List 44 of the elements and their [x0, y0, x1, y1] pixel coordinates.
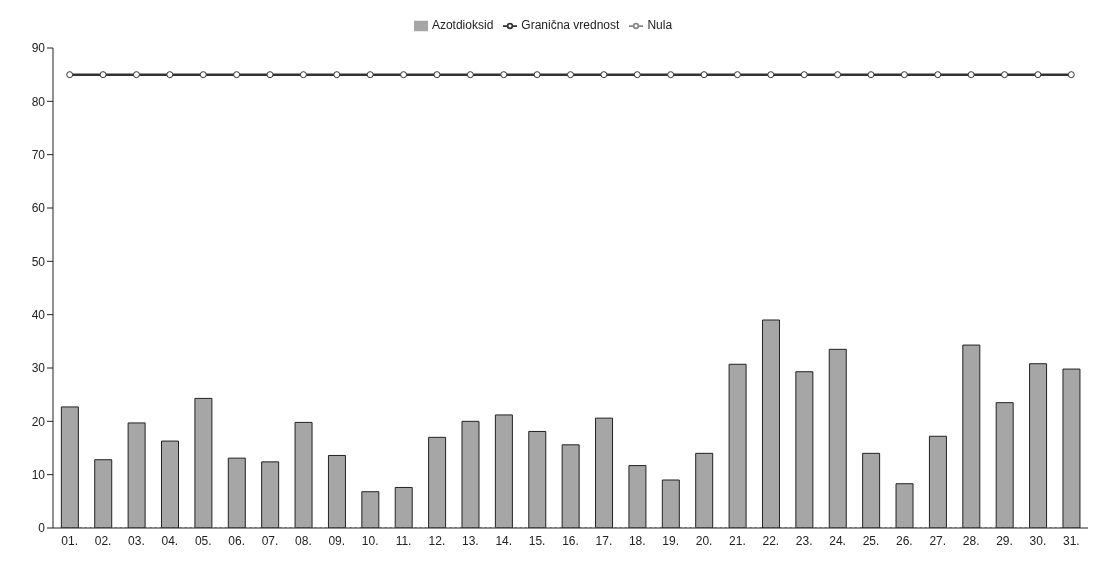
x-tick-label: 21.: [729, 533, 746, 548]
x-tick-label: 28.: [962, 533, 980, 548]
y-tick-label: 10: [31, 467, 46, 482]
y-tick-label: 60: [31, 201, 46, 216]
x-tick-label: 05.: [194, 533, 212, 548]
y-tick-label: 90: [31, 41, 46, 56]
x-tick-label: 08.: [295, 533, 312, 548]
y-tick-label: 20: [31, 414, 46, 429]
legend-label: Nula: [647, 18, 673, 32]
x-tick-label: 07.: [261, 533, 279, 548]
x-tick-label: 13.: [461, 533, 479, 548]
x-tick-label: 03.: [128, 533, 145, 548]
x-tick-label: 18.: [628, 533, 646, 548]
y-tick-label: 70: [31, 147, 46, 162]
x-tick-label: 04.: [161, 533, 179, 548]
x-tick-label: 31.: [1062, 533, 1080, 548]
x-tick-label: 14.: [495, 533, 513, 548]
y-tick-label: 0: [38, 521, 46, 536]
x-tick-label: 11.: [395, 533, 412, 548]
y-tick-label: 40: [31, 307, 46, 322]
x-tick-label: 23.: [795, 533, 813, 548]
y-tick-label: 80: [31, 94, 46, 109]
x-tick-label: 22.: [762, 533, 780, 548]
x-tick-label: 01.: [61, 533, 79, 548]
x-tick-label: 27.: [929, 533, 947, 548]
x-tick-label: 12.: [428, 533, 446, 548]
x-tick-label: 24.: [829, 533, 846, 548]
y-tick-label: 30: [31, 361, 46, 376]
x-tick-label: 10.: [361, 533, 379, 548]
x-tick-label: 20.: [695, 533, 713, 548]
y-tick-label: 50: [31, 254, 46, 269]
x-tick-label: 15.: [528, 533, 546, 548]
x-tick-label: 02.: [94, 533, 112, 548]
x-tick-label: 25.: [862, 533, 880, 548]
legend-label: Granična vrednost: [521, 18, 620, 32]
x-tick-label: 19.: [662, 533, 680, 548]
x-tick-label: 16.: [562, 533, 579, 548]
legend-label: Azotdioksid: [431, 18, 494, 32]
x-tick-label: 17.: [595, 533, 613, 548]
x-tick-label: 30.: [1029, 533, 1047, 548]
x-tick-label: 09.: [328, 533, 346, 548]
x-tick-label: 26.: [896, 533, 913, 548]
x-tick-label: 29.: [996, 533, 1013, 548]
x-tick-label: 06.: [228, 533, 245, 548]
